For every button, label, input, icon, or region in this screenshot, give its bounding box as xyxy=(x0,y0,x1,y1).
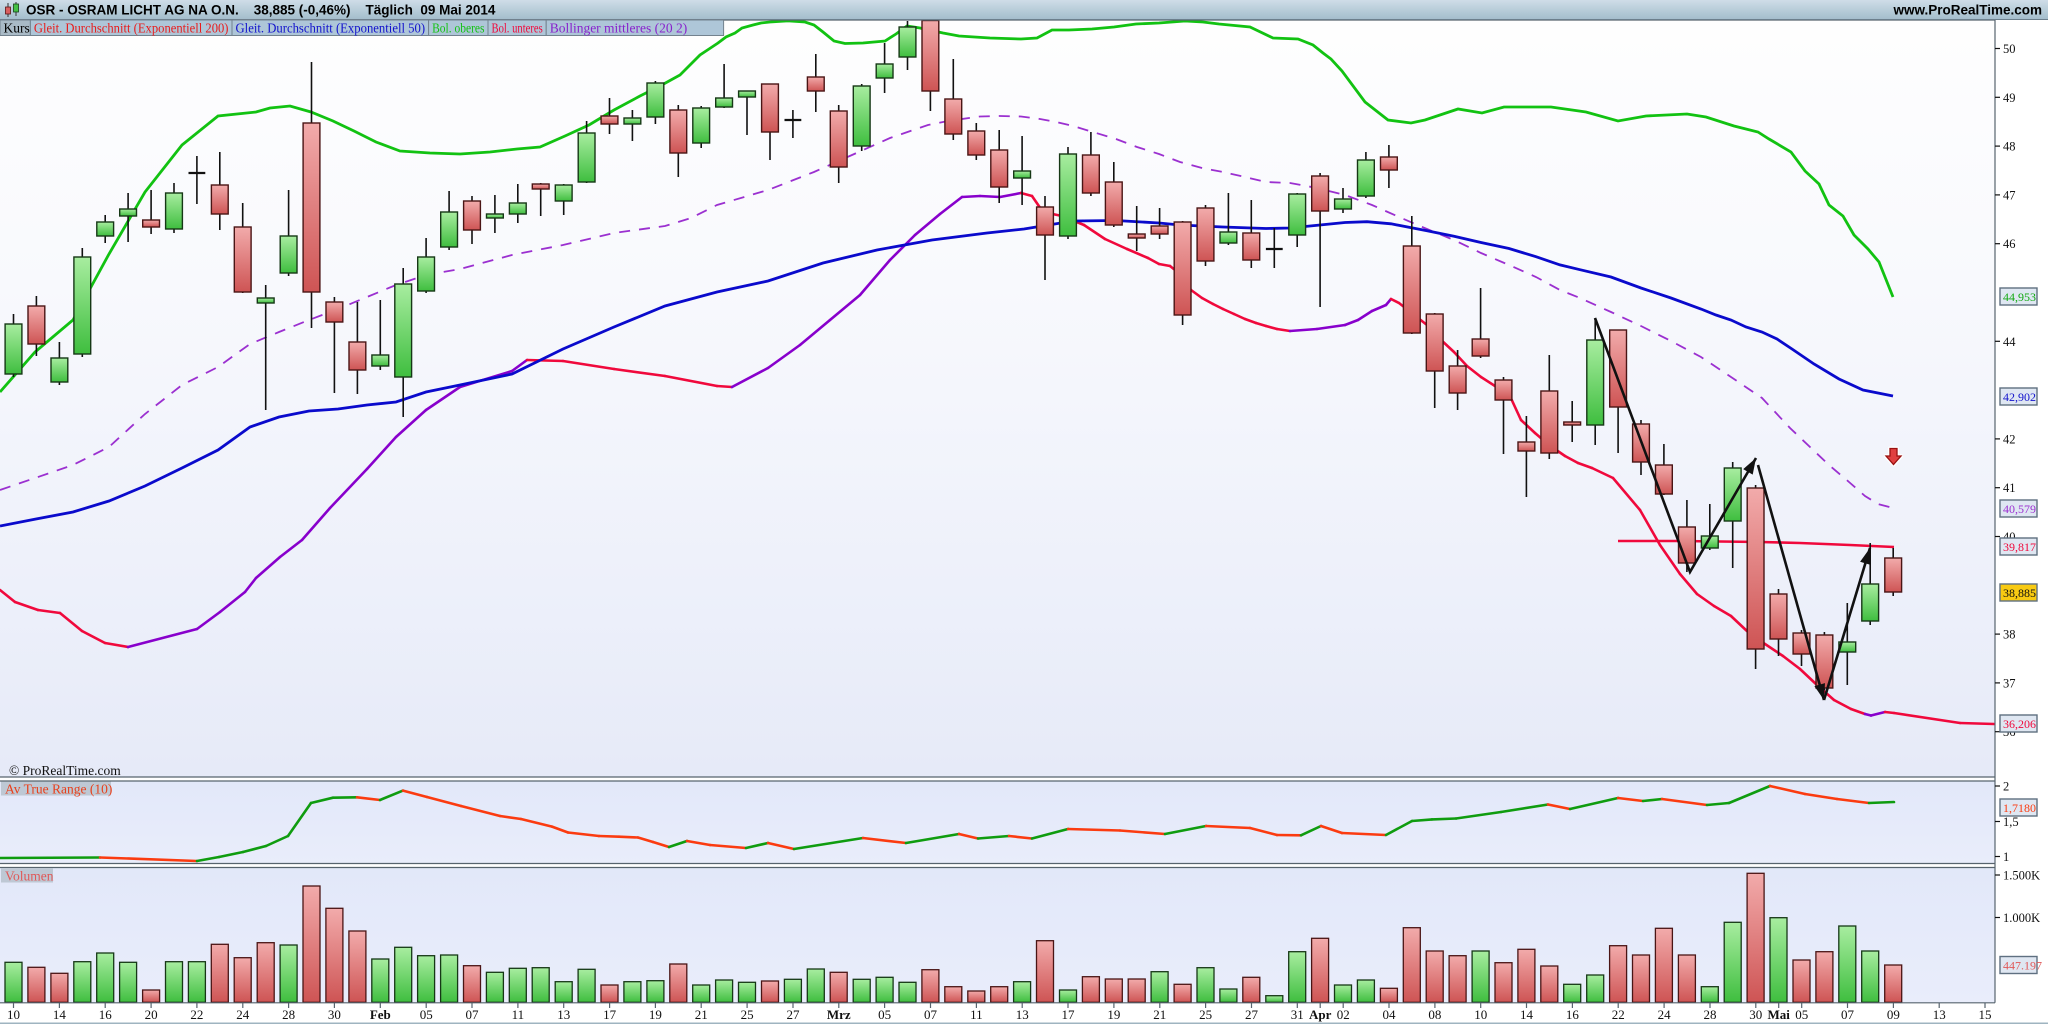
svg-text:05: 05 xyxy=(420,1007,433,1022)
svg-text:Gleit. Durchschnitt (Exponenti: Gleit. Durchschnitt (Exponentiell 200) xyxy=(34,21,229,36)
svg-text:Kurs: Kurs xyxy=(4,21,30,36)
svg-text:1.500K: 1.500K xyxy=(2003,869,2040,883)
svg-text:13: 13 xyxy=(557,1007,570,1022)
svg-text:14: 14 xyxy=(1520,1007,1534,1022)
svg-text:46: 46 xyxy=(2003,237,2016,251)
svg-text:1,5: 1,5 xyxy=(2003,815,2019,829)
svg-text:17: 17 xyxy=(1062,1007,1076,1022)
svg-text:42,902: 42,902 xyxy=(2003,390,2036,404)
svg-text:38,885: 38,885 xyxy=(2003,586,2036,600)
svg-text:30: 30 xyxy=(328,1007,341,1022)
svg-text:05: 05 xyxy=(878,1007,891,1022)
svg-text:Mai: Mai xyxy=(1768,1007,1791,1022)
svg-text:24: 24 xyxy=(1658,1007,1672,1022)
svg-text:09: 09 xyxy=(1887,1007,1900,1022)
svg-text:44,953: 44,953 xyxy=(2003,290,2036,304)
svg-text:2: 2 xyxy=(2003,780,2009,794)
svg-text:10: 10 xyxy=(7,1007,20,1022)
svg-text:17: 17 xyxy=(603,1007,617,1022)
svg-text:1,7180: 1,7180 xyxy=(2003,801,2036,815)
svg-text:19: 19 xyxy=(1107,1007,1120,1022)
svg-text:42: 42 xyxy=(2003,432,2016,446)
svg-text:Bol. unteres: Bol. unteres xyxy=(492,21,543,36)
svg-text:47: 47 xyxy=(2003,188,2016,202)
svg-text:40,579: 40,579 xyxy=(2003,502,2036,516)
svg-text:41: 41 xyxy=(2003,481,2016,495)
svg-text:08: 08 xyxy=(1428,1007,1441,1022)
svg-text:07: 07 xyxy=(924,1007,938,1022)
svg-text:1: 1 xyxy=(2003,850,2009,864)
svg-text:27: 27 xyxy=(787,1007,801,1022)
svg-text:© ProRealTime.com: © ProRealTime.com xyxy=(9,763,121,778)
svg-text:11: 11 xyxy=(970,1007,983,1022)
svg-text:25: 25 xyxy=(741,1007,754,1022)
svg-text:22: 22 xyxy=(1612,1007,1625,1022)
svg-text:20: 20 xyxy=(145,1007,158,1022)
svg-text:30: 30 xyxy=(1749,1007,1762,1022)
svg-text:05: 05 xyxy=(1795,1007,1808,1022)
svg-text:Bol. oberes: Bol. oberes xyxy=(432,21,484,36)
svg-text:28: 28 xyxy=(1704,1007,1717,1022)
svg-text:16: 16 xyxy=(1566,1007,1580,1022)
svg-text:22: 22 xyxy=(190,1007,203,1022)
svg-text:02: 02 xyxy=(1337,1007,1350,1022)
svg-text:38: 38 xyxy=(2003,628,2016,642)
svg-text:447.197: 447.197 xyxy=(2003,959,2042,973)
svg-text:16: 16 xyxy=(99,1007,113,1022)
svg-text:14: 14 xyxy=(53,1007,67,1022)
svg-text:15: 15 xyxy=(1979,1007,1992,1022)
svg-text:www.ProRealTime.com: www.ProRealTime.com xyxy=(1892,3,2042,18)
svg-text:21: 21 xyxy=(1153,1007,1166,1022)
svg-text:48: 48 xyxy=(2003,140,2016,154)
svg-text:Gleit. Durchschnitt (Exponenti: Gleit. Durchschnitt (Exponentiell 50) xyxy=(236,21,426,36)
svg-text:11: 11 xyxy=(512,1007,525,1022)
svg-text:28: 28 xyxy=(282,1007,295,1022)
svg-text:04: 04 xyxy=(1383,1007,1397,1022)
svg-text:Volumen: Volumen xyxy=(5,869,54,884)
svg-text:21: 21 xyxy=(695,1007,708,1022)
svg-text:31: 31 xyxy=(1291,1007,1304,1022)
svg-text:07: 07 xyxy=(466,1007,480,1022)
svg-text:Av True Range (10): Av True Range (10) xyxy=(5,782,112,797)
svg-text:37: 37 xyxy=(2003,676,2016,690)
svg-text:49: 49 xyxy=(2003,91,2016,105)
svg-text:Mrz: Mrz xyxy=(827,1007,851,1022)
svg-text:07: 07 xyxy=(1841,1007,1855,1022)
svg-text:25: 25 xyxy=(1199,1007,1212,1022)
svg-text:50: 50 xyxy=(2003,42,2016,56)
svg-text:19: 19 xyxy=(649,1007,662,1022)
svg-text:36,206: 36,206 xyxy=(2003,717,2036,731)
svg-text:13: 13 xyxy=(1933,1007,1946,1022)
svg-text:13: 13 xyxy=(1016,1007,1029,1022)
svg-text:Feb: Feb xyxy=(370,1007,391,1022)
svg-text:39,817: 39,817 xyxy=(2003,540,2036,554)
svg-text:44: 44 xyxy=(2003,335,2016,349)
svg-text:27: 27 xyxy=(1245,1007,1259,1022)
svg-text:1.000K: 1.000K xyxy=(2003,911,2040,925)
svg-text:24: 24 xyxy=(236,1007,250,1022)
svg-text:OSR - OSRAM LICHT AG NA O.N.: OSR - OSRAM LICHT AG NA O.N. 38,885 (-0,… xyxy=(26,3,496,18)
svg-text:Apr: Apr xyxy=(1309,1007,1332,1022)
svg-text:10: 10 xyxy=(1474,1007,1487,1022)
svg-text:Bollinger mittleres (20 2): Bollinger mittleres (20 2) xyxy=(550,21,688,36)
